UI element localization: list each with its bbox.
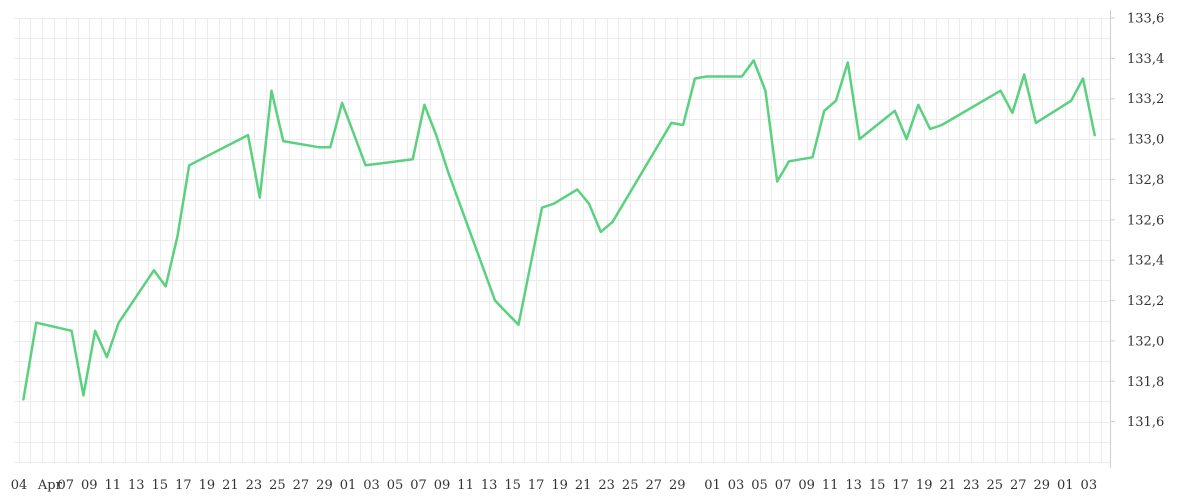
price-series-line bbox=[22, 59, 1096, 401]
grid bbox=[14, 18, 1110, 463]
x-tick-label: 07 bbox=[410, 478, 427, 493]
x-tick-label: 19 bbox=[199, 478, 216, 493]
x-tick-label: 01 bbox=[1057, 478, 1074, 493]
y-tick-label: 132,8 bbox=[1127, 173, 1164, 188]
x-tick-label: 03 bbox=[363, 478, 380, 493]
x-tick-label: 17 bbox=[892, 478, 909, 493]
x-tick-label: 25 bbox=[269, 478, 286, 493]
y-tick-label: 132,2 bbox=[1127, 294, 1164, 309]
x-tick-label: 17 bbox=[175, 478, 192, 493]
x-tick-label: 09 bbox=[81, 478, 98, 493]
x-tick-label: 27 bbox=[645, 478, 662, 493]
x-tick-label: 15 bbox=[152, 478, 169, 493]
y-tick-label: 133,6 bbox=[1127, 12, 1164, 27]
y-tick-label: 131,6 bbox=[1127, 415, 1164, 430]
x-tick-label: 05 bbox=[751, 478, 768, 493]
x-tick-label: 07 bbox=[57, 478, 74, 493]
x-tick-label: 09 bbox=[434, 478, 451, 493]
x-tick-label: 21 bbox=[575, 478, 592, 493]
x-tick-label: 03 bbox=[1081, 478, 1098, 493]
y-tick-label: 132,6 bbox=[1127, 213, 1164, 228]
x-tick-label: 29 bbox=[1034, 478, 1051, 493]
x-tick-label: 01 bbox=[704, 478, 721, 493]
x-tick-label: 17 bbox=[528, 478, 545, 493]
x-tick-label: 29 bbox=[316, 478, 333, 493]
x-tick-label: 13 bbox=[481, 478, 498, 493]
y-axis: 131,6 131,8 132,0 132,2 132,4 132,6 132,8 133,0… bbox=[1110, 10, 1164, 468]
y-tick-label: 131,8 bbox=[1127, 375, 1164, 390]
x-tick-label: 21 bbox=[222, 478, 239, 493]
x-tick-label: 27 bbox=[1010, 478, 1027, 493]
x-tick-label: 15 bbox=[869, 478, 886, 493]
y-tick-label: 132,4 bbox=[1127, 254, 1164, 269]
x-tick-label: 11 bbox=[457, 478, 474, 493]
x-tick-label: 21 bbox=[939, 478, 956, 493]
x-tick-label: 13 bbox=[845, 478, 862, 493]
x-tick-label: 19 bbox=[916, 478, 933, 493]
x-tick-label: 11 bbox=[105, 478, 122, 493]
y-tick-label: 133,4 bbox=[1127, 52, 1164, 67]
x-tick-label: 23 bbox=[246, 478, 263, 493]
x-tick-label: 25 bbox=[622, 478, 639, 493]
x-tick-label: 15 bbox=[504, 478, 521, 493]
y-tick-label: 133,2 bbox=[1127, 92, 1164, 107]
x-tick-label: 27 bbox=[293, 478, 310, 493]
x-tick-label: 23 bbox=[963, 478, 980, 493]
x-tick-label: 29 bbox=[669, 478, 686, 493]
y-tick-label: 133,0 bbox=[1127, 133, 1164, 148]
x-tick-label: 25 bbox=[986, 478, 1003, 493]
x-tick-label: 19 bbox=[551, 478, 568, 493]
x-tick-label: 07 bbox=[775, 478, 792, 493]
x-tick-label: 01 bbox=[340, 478, 357, 493]
x-tick-label: 23 bbox=[598, 478, 615, 493]
x-tick-label: 04 bbox=[11, 478, 28, 493]
x-tick-label: 11 bbox=[822, 478, 839, 493]
x-tick-label: 05 bbox=[387, 478, 404, 493]
y-tick-label: 132,0 bbox=[1127, 334, 1164, 349]
series-layer bbox=[22, 59, 1096, 401]
x-tick-label: 03 bbox=[728, 478, 745, 493]
x-tick-label: 13 bbox=[128, 478, 145, 493]
x-tick-label: 09 bbox=[798, 478, 815, 493]
x-tick-label: Apr bbox=[37, 478, 63, 493]
